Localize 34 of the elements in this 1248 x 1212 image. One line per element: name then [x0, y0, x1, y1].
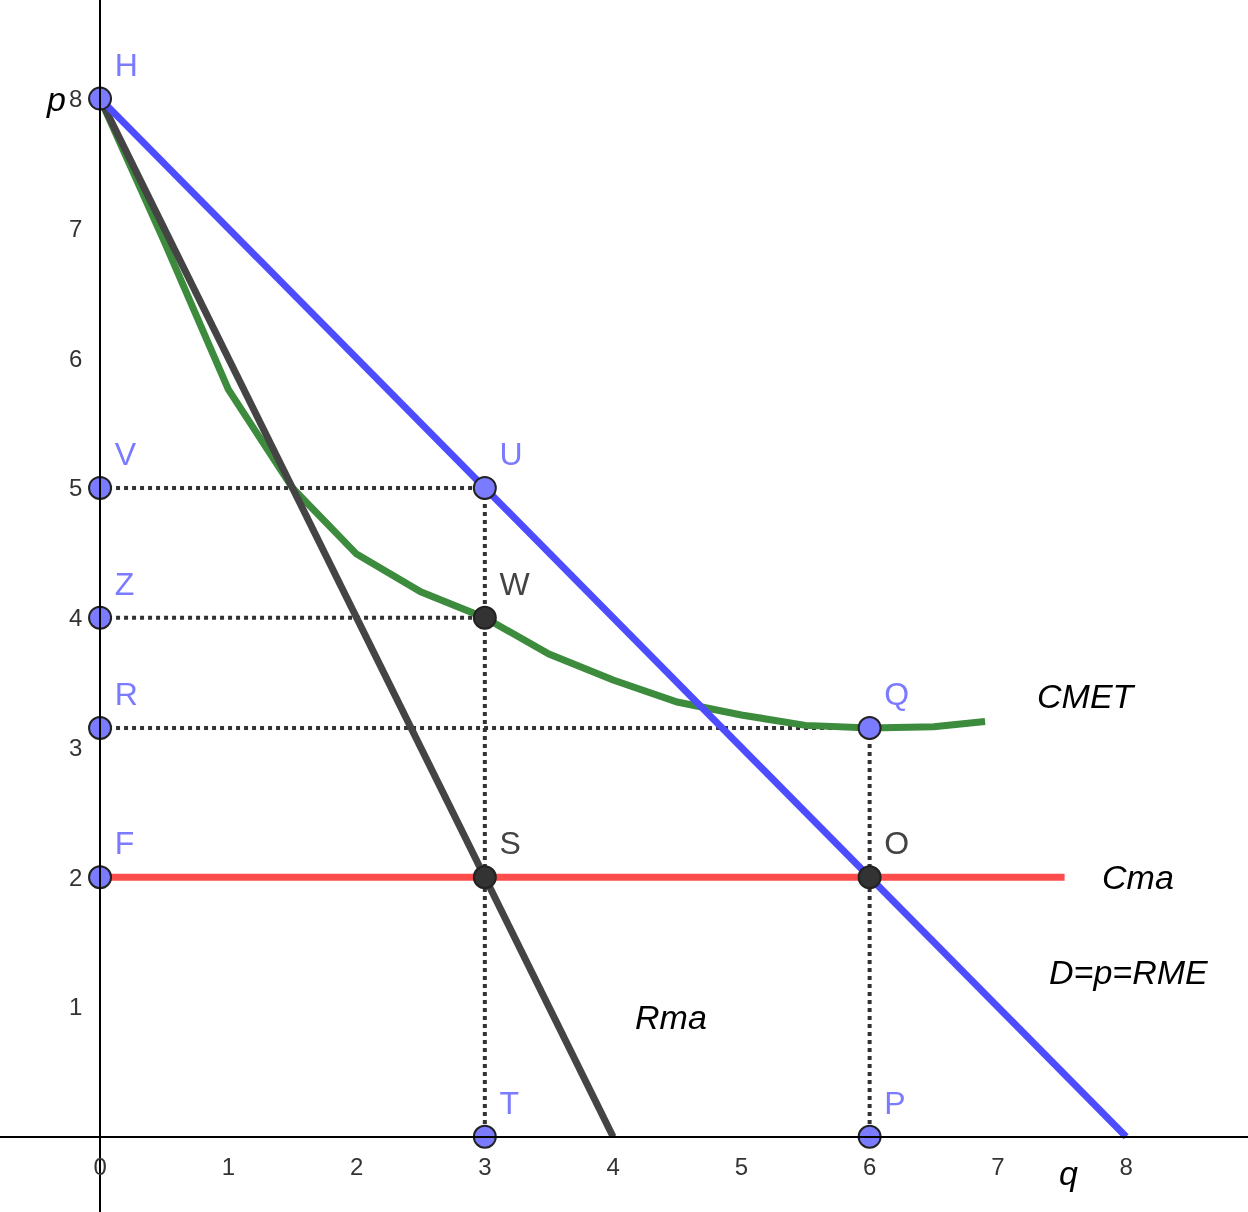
data-label: Q: [884, 676, 910, 713]
y-tick-label: 3: [68, 733, 83, 761]
data-label: S: [499, 825, 521, 862]
series-label: Cma: [1102, 858, 1174, 896]
data-label: T: [499, 1084, 520, 1121]
series-label: Rma: [635, 998, 707, 1036]
data-label: Z: [114, 565, 135, 602]
series-label: CMET: [1037, 677, 1136, 715]
x-tick-label: 5: [734, 1152, 749, 1180]
x-axis-title: q: [1059, 1154, 1078, 1192]
data-label: V: [114, 436, 137, 473]
data-label: R: [114, 676, 138, 713]
x-tick-label: 4: [606, 1152, 620, 1180]
x-tick-label: 7: [991, 1152, 1005, 1180]
data-label: O: [884, 825, 910, 862]
y-tick-label: 1: [68, 993, 83, 1021]
y-tick-label: 6: [68, 344, 83, 372]
data-label: W: [499, 565, 531, 602]
x-tick-label: 3: [478, 1152, 492, 1180]
x-tick-label: 8: [1119, 1152, 1133, 1180]
data-label: F: [114, 825, 135, 862]
x-tick-label: 2: [349, 1152, 364, 1180]
data-label: P: [884, 1084, 906, 1121]
data-label: U: [499, 436, 523, 473]
x-tick-label: 6: [862, 1152, 877, 1180]
y-tick-label: 2: [68, 863, 83, 891]
y-axis-title: p: [46, 80, 66, 118]
data-label: H: [114, 46, 138, 83]
x-tick-label: 1: [221, 1152, 235, 1180]
y-tick-label: 5: [68, 474, 83, 502]
y-tick-label: 4: [68, 604, 83, 632]
series-label: D=p=RME: [1049, 953, 1209, 991]
y-tick-label: 7: [68, 214, 83, 242]
y-tick-label: 8: [68, 85, 83, 113]
